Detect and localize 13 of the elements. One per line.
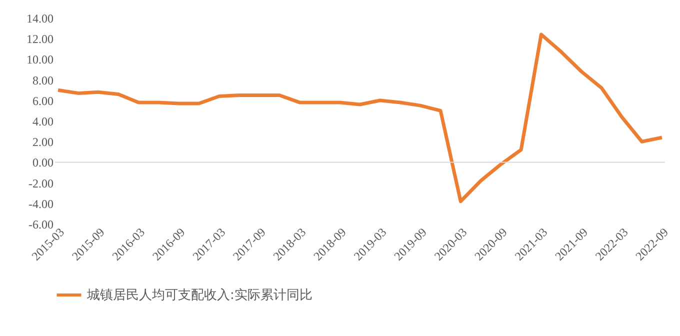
y-tick-label: 6.00 bbox=[32, 94, 54, 108]
y-tick-label: -2.00 bbox=[28, 176, 54, 190]
y-tick-label: 8.00 bbox=[32, 73, 54, 88]
y-tick-label: -6.00 bbox=[28, 218, 54, 232]
y-tick-label: 2.00 bbox=[32, 135, 54, 150]
y-tick-label: -4.00 bbox=[28, 196, 54, 211]
y-tick-label: 10.00 bbox=[26, 52, 54, 67]
legend-label: 城镇居民人均可支配收入:实际累计同比 bbox=[86, 288, 312, 303]
y-tick-label: 14.00 bbox=[26, 12, 54, 26]
y-tick-label: 4.00 bbox=[32, 114, 54, 128]
line-series bbox=[56, 32, 664, 204]
y-tick-label: 12.00 bbox=[26, 32, 54, 46]
y-tick-label: 0.00 bbox=[32, 156, 54, 170]
